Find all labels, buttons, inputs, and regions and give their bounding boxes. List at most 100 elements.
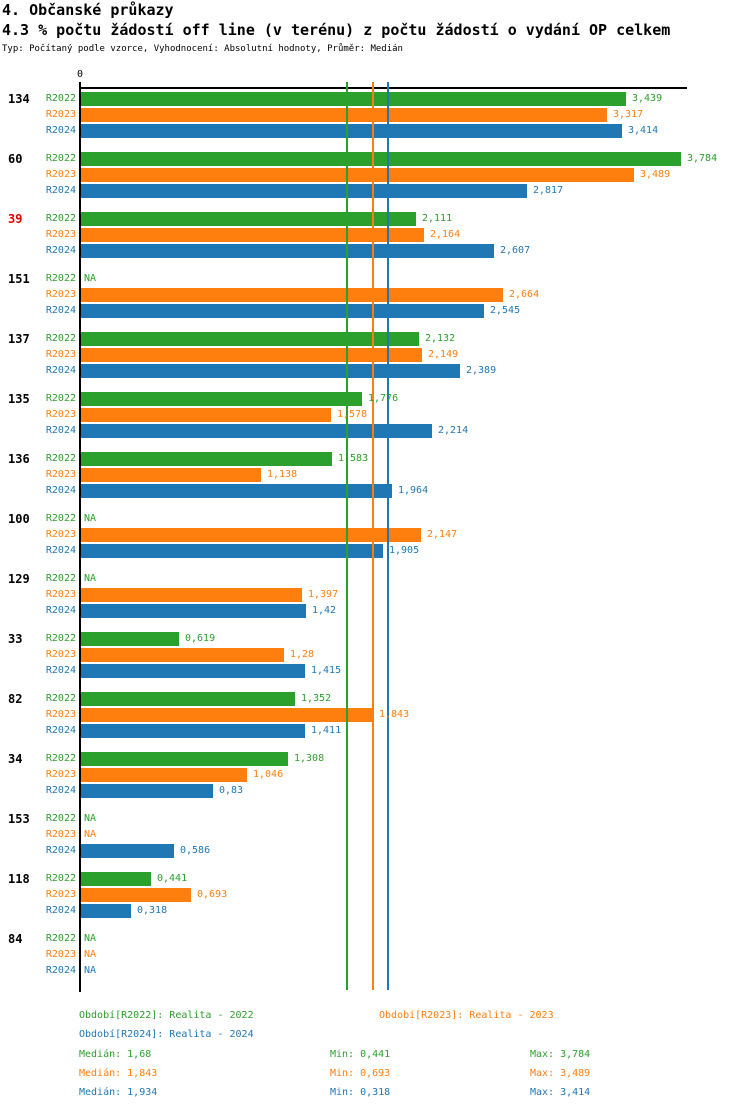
row-label: R2024: [45, 485, 76, 496]
bar: [81, 424, 432, 438]
bar-group-84: 84 R2022 NA R2023 NA R2024 NA: [0, 932, 750, 978]
bar-row-r2023: R2023 1,046: [0, 768, 750, 782]
bar-value: 1,308: [294, 753, 325, 764]
row-label: R2024: [45, 725, 76, 736]
bar-value: 1,776: [368, 393, 399, 404]
row-label: R2023: [45, 949, 76, 960]
bar: [81, 588, 302, 602]
row-label: R2024: [45, 425, 76, 436]
bar-value: 2,817: [533, 185, 564, 196]
bar: [81, 904, 131, 918]
x-axis-line: [79, 87, 687, 89]
bar: [81, 648, 284, 662]
bar: [81, 364, 460, 378]
group-label: 84: [8, 932, 23, 946]
bar-row-r2022: R2022 2,132: [0, 332, 750, 346]
row-label: R2023: [45, 589, 76, 600]
bar-group-135: 135 R2022 1,776 R2023 1,578 R2024 2,214: [0, 392, 750, 438]
bar-value: 0,619: [185, 633, 216, 644]
bar-row-r2024: R2024 1,42: [0, 604, 750, 618]
bar: [81, 844, 174, 858]
bar-row-r2022: R2022 NA: [0, 572, 750, 586]
bar-group-82: 82 R2022 1,352 R2023 1,843 R2024 1,411: [0, 692, 750, 738]
group-label: 153: [8, 812, 30, 826]
bar: [81, 304, 484, 318]
bar-row-r2024: R2024 2,389: [0, 364, 750, 378]
row-label: R2024: [45, 665, 76, 676]
bar: [81, 168, 634, 182]
bar-row-r2023: R2023 1,843: [0, 708, 750, 722]
bar-row-r2023: R2023 2,149: [0, 348, 750, 362]
legend-max-r2022: Max: 3,784: [530, 1049, 591, 1060]
row-label: R2022: [45, 153, 76, 164]
bar-row-r2024: R2024 1,905: [0, 544, 750, 558]
bar-value: 1,397: [308, 589, 339, 600]
bar-row-r2023: R2023 1,578: [0, 408, 750, 422]
row-label: R2023: [45, 409, 76, 420]
row-label: R2024: [45, 545, 76, 556]
row-label: R2022: [45, 873, 76, 884]
bar-value: 1,578: [337, 409, 368, 420]
row-label: R2024: [45, 905, 76, 916]
bar-value: 1,046: [253, 769, 284, 780]
legend-median-r2023: Medián: 1,843: [79, 1068, 158, 1079]
row-label: R2022: [45, 333, 76, 344]
group-label: 39: [8, 212, 23, 226]
bar: [81, 452, 332, 466]
row-label: R2024: [45, 965, 76, 976]
bar-group-136: 136 R2022 1,583 R2023 1,138 R2024 1,964: [0, 452, 750, 498]
bar-value: 1,28: [290, 649, 315, 660]
bar-group-33: 33 R2022 0,619 R2023 1,28 R2024 1,415: [0, 632, 750, 678]
row-label: R2022: [45, 753, 76, 764]
bar: [81, 228, 424, 242]
bar-row-r2022: R2022 1,308: [0, 752, 750, 766]
row-label: R2024: [45, 125, 76, 136]
legend-min-r2022: Min: 0,441: [330, 1049, 391, 1060]
bar-value: 2,664: [509, 289, 540, 300]
bar-row-r2022: R2022 NA: [0, 932, 750, 946]
bar-value: 2,214: [438, 425, 469, 436]
bar-row-r2024: R2024 3,414: [0, 124, 750, 138]
median-line-r2022: [346, 82, 348, 990]
bar-row-r2024: R2024 NA: [0, 964, 750, 978]
bar-value: 2,111: [422, 213, 453, 224]
row-label: R2022: [45, 213, 76, 224]
bar-value: 1,411: [311, 725, 342, 736]
row-label: R2022: [45, 633, 76, 644]
bar: [81, 768, 247, 782]
chart-meta: Typ: Počítaný podle vzorce, Vyhodnocení:…: [2, 44, 403, 54]
row-label: R2022: [45, 813, 76, 824]
bar-value-na: NA: [84, 949, 97, 960]
row-label: R2024: [45, 365, 76, 376]
bar-row-r2022: R2022 NA: [0, 812, 750, 826]
group-label: 60: [8, 152, 23, 166]
bar-value: 2,545: [490, 305, 521, 316]
group-label: 151: [8, 272, 30, 286]
legend-median-r2024: Medián: 1,934: [79, 1087, 158, 1098]
bar-row-r2023: R2023 0,693: [0, 888, 750, 902]
row-label: R2023: [45, 529, 76, 540]
group-label: 34: [8, 752, 23, 766]
group-label: 134: [8, 92, 30, 106]
bar: [81, 888, 191, 902]
bar-row-r2023: R2023 2,664: [0, 288, 750, 302]
bar-value: 1,964: [398, 485, 429, 496]
bar: [81, 408, 331, 422]
bar-value: 0,586: [180, 845, 211, 856]
row-label: R2022: [45, 573, 76, 584]
row-label: R2023: [45, 229, 76, 240]
axis-zero-label: 0: [76, 69, 84, 80]
bar-value: 3,414: [628, 125, 659, 136]
bar-value: 1,352: [301, 693, 332, 704]
bar: [81, 484, 392, 498]
bar-value: 1,905: [389, 545, 420, 556]
group-label: 129: [8, 572, 30, 586]
bar-value-na: NA: [84, 513, 97, 524]
median-line-r2023: [372, 82, 374, 990]
bar: [81, 604, 306, 618]
bar-row-r2024: R2024 2,817: [0, 184, 750, 198]
row-label: R2023: [45, 289, 76, 300]
bar-row-r2024: R2024 0,586: [0, 844, 750, 858]
bar-value: 1,138: [267, 469, 298, 480]
